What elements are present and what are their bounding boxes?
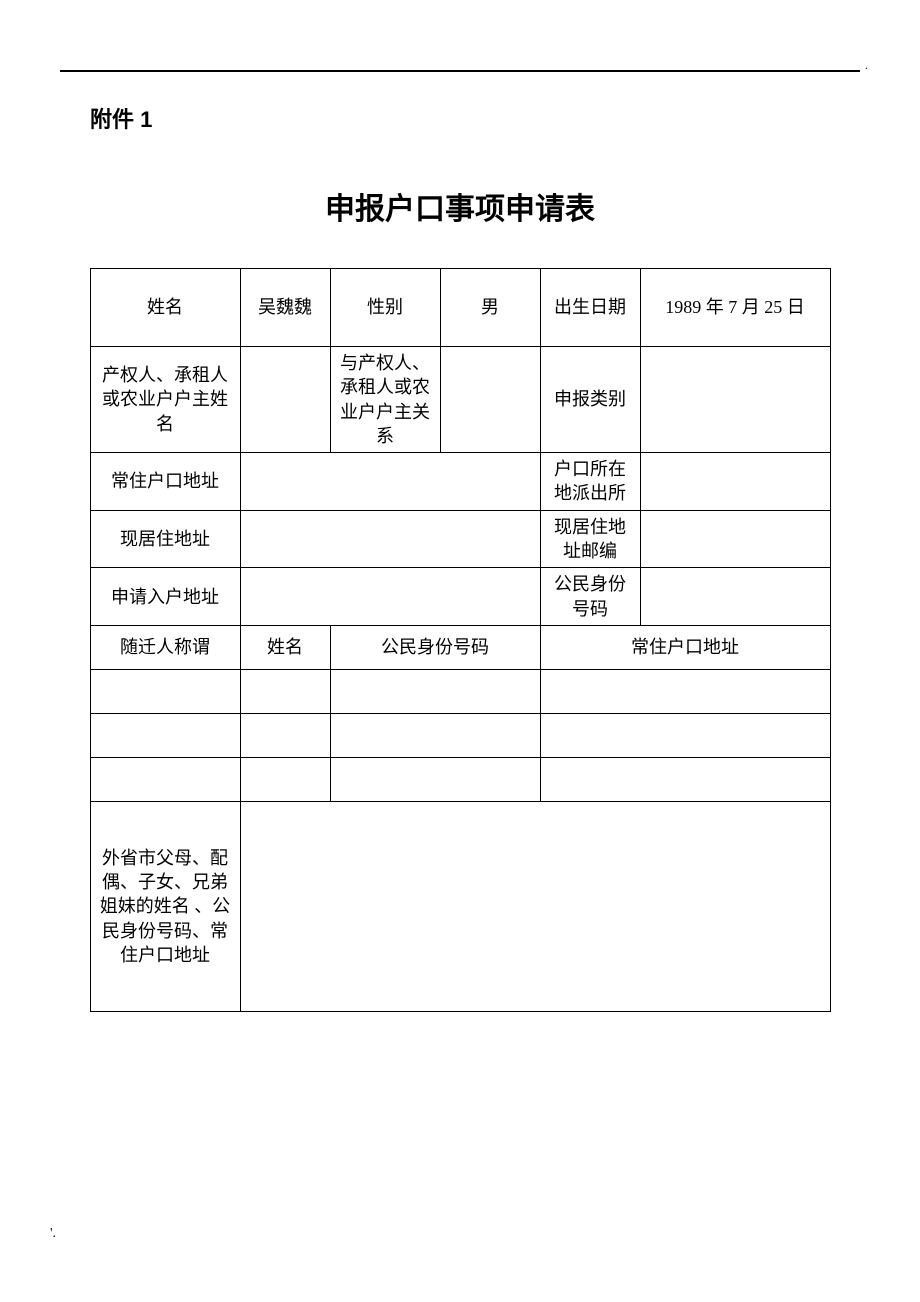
migrant-2-addr (540, 713, 830, 757)
migrant-1-id (330, 669, 540, 713)
label-owner-name: 产权人、承租人或农业户户主姓名 (90, 347, 240, 453)
value-cur-postcode (640, 510, 830, 568)
value-gender: 男 (440, 269, 540, 347)
row-owner: 产权人、承租人或农业户户主姓名 与产权人、承租人或农业户户主关系 申报类别 (90, 347, 830, 453)
label-migrant-title: 随迁人称谓 (90, 625, 240, 669)
migrant-1-addr (540, 669, 830, 713)
value-family-info (240, 801, 830, 1011)
value-citizen-id (640, 568, 830, 626)
value-apply-addr (240, 568, 540, 626)
migrant-3-name (240, 757, 330, 801)
label-name: 姓名 (90, 269, 240, 347)
migrant-3-addr (540, 757, 830, 801)
row-perm-addr: 常住户口地址 户口所在地派出所 (90, 453, 830, 511)
row-migrant-3 (90, 757, 830, 801)
label-perm-station: 户口所在地派出所 (540, 453, 640, 511)
label-gender: 性别 (330, 269, 440, 347)
label-migrant-name: 姓名 (240, 625, 330, 669)
label-apply-category: 申报类别 (540, 347, 640, 453)
migrant-2-name (240, 713, 330, 757)
label-apply-addr: 申请入户地址 (90, 568, 240, 626)
migrant-2-id (330, 713, 540, 757)
value-name: 吴魏魏 (240, 269, 330, 347)
label-family-info: 外省市父母、配偶、子女、兄弟姐妹的姓名 、公民身份号码、常住户口地址 (90, 801, 240, 1011)
migrant-2-title (90, 713, 240, 757)
label-citizen-id: 公民身份号码 (540, 568, 640, 626)
migrant-1-name (240, 669, 330, 713)
value-apply-category (640, 347, 830, 453)
migrant-3-title (90, 757, 240, 801)
migrant-1-title (90, 669, 240, 713)
row-apply-addr: 申请入户地址 公民身份号码 (90, 568, 830, 626)
row-cur-addr: 现居住地址 现居住地址邮编 (90, 510, 830, 568)
footnote-mark: '. (50, 1226, 56, 1242)
row-family-info: 外省市父母、配偶、子女、兄弟姐妹的姓名 、公民身份号码、常住户口地址 (90, 801, 830, 1011)
label-perm-addr: 常住户口地址 (90, 453, 240, 511)
row-migrant-header: 随迁人称谓 姓名 公民身份号码 常住户口地址 (90, 625, 830, 669)
value-perm-addr (240, 453, 540, 511)
label-cur-postcode: 现居住地址邮编 (540, 510, 640, 568)
value-owner-name (240, 347, 330, 453)
label-migrant-perm-addr: 常住户口地址 (540, 625, 830, 669)
label-migrant-id: 公民身份号码 (330, 625, 540, 669)
label-cur-addr: 现居住地址 (90, 510, 240, 568)
row-migrant-1 (90, 669, 830, 713)
top-rule (60, 70, 860, 72)
value-perm-station (640, 453, 830, 511)
row-migrant-2 (90, 713, 830, 757)
label-relation-to-owner: 与产权人、承租人或农业户户主关系 (330, 347, 440, 453)
value-cur-addr (240, 510, 540, 568)
application-form-table: 姓名 吴魏魏 性别 男 出生日期 1989 年 7 月 25 日 产权人、承租人… (90, 268, 831, 1012)
attachment-label: 附件 1 (90, 102, 860, 134)
migrant-3-id (330, 757, 540, 801)
page: . 附件 1 申报户口事项申请表 姓名 吴魏魏 性别 男 出生日期 1989 年… (0, 0, 920, 1302)
value-relation-to-owner (440, 347, 540, 453)
form-title: 申报户口事项申请表 (60, 184, 860, 228)
row-basic: 姓名 吴魏魏 性别 男 出生日期 1989 年 7 月 25 日 (90, 269, 830, 347)
corner-mark: . (865, 58, 868, 73)
value-dob: 1989 年 7 月 25 日 (640, 269, 830, 347)
label-dob: 出生日期 (540, 269, 640, 347)
